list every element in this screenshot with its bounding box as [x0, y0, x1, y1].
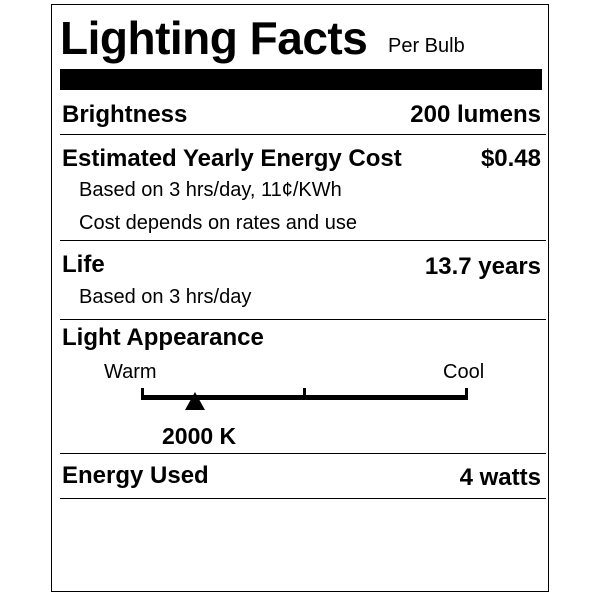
energy-label: Energy Used	[62, 462, 209, 489]
life-note: Based on 3 hrs/day	[79, 286, 252, 308]
cost-note: Based on 3 hrs/day, 11¢/KWh	[79, 179, 342, 201]
label-subtitle: Per Bulb	[388, 35, 465, 57]
label-title: Lighting Facts	[60, 12, 368, 64]
warm-label: Warm	[104, 361, 157, 383]
scale-tick	[141, 388, 144, 400]
scale-tick	[303, 388, 306, 400]
divider	[60, 240, 546, 241]
divider	[60, 453, 546, 454]
cool-label: Cool	[443, 361, 485, 383]
brightness-value: 200 lumens	[410, 101, 541, 128]
divider	[60, 134, 546, 135]
life-label: Life	[62, 251, 105, 278]
divider	[60, 319, 546, 320]
scale-tick	[465, 388, 468, 400]
brightness-label: Brightness	[62, 101, 188, 128]
cost-note: Cost depends on rates and use	[79, 212, 357, 234]
energy-value: 4 watts	[459, 464, 541, 491]
lighting-facts-label: Lighting Facts Per Bulb Brightness 200 l…	[51, 4, 549, 592]
appearance-label: Light Appearance	[62, 324, 264, 351]
cost-label: Estimated Yearly Energy Cost	[62, 145, 402, 172]
cost-value: $0.48	[480, 145, 541, 172]
header-bar	[60, 69, 542, 90]
temperature-value: 2000 K	[162, 423, 237, 449]
divider	[60, 498, 546, 499]
temperature-marker-icon	[184, 392, 205, 410]
life-value: 13.7 years	[424, 253, 541, 280]
